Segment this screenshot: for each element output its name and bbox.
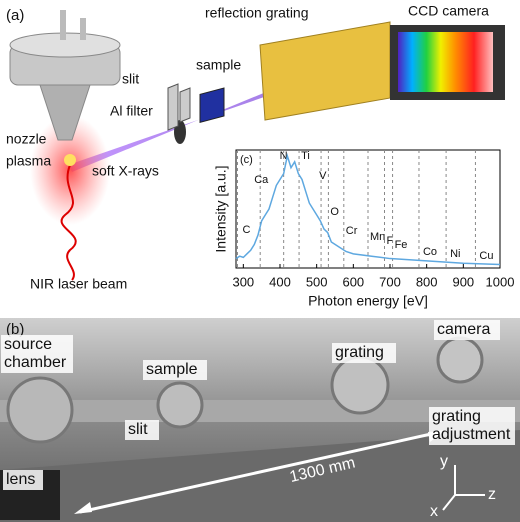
photo-label: sample (146, 361, 198, 378)
label: CCD camera (408, 3, 489, 19)
table (0, 430, 520, 522)
x-tick-label: 800 (416, 274, 438, 289)
spectrum-chart: (c) Photon energy [eV] Intensity [a.u.] … (213, 149, 515, 309)
grating-chamber (330, 355, 390, 415)
source-chamber (6, 376, 74, 444)
element-label: N (280, 150, 288, 162)
pipe (60, 10, 66, 40)
label-box (3, 470, 43, 490)
panel-label: (b) (6, 321, 24, 338)
slit-plate (167, 83, 179, 131)
y-axis-label: Intensity [a.u.] (213, 165, 229, 252)
photo-label: source (4, 336, 52, 353)
element-label: Ca (254, 174, 269, 186)
label: reflection grating (205, 5, 309, 21)
length-arrow (79, 430, 441, 514)
label: NIR laser beam (30, 276, 127, 292)
label-box (125, 420, 159, 440)
photo-label: camera (437, 321, 490, 338)
element-label: Mn (370, 231, 385, 243)
element-label: O (330, 206, 339, 218)
x-tick-label: 900 (452, 274, 474, 289)
x-axis-label: Photon energy [eV] (308, 293, 428, 309)
element-label: Cr (346, 225, 358, 237)
label: slit (122, 71, 139, 87)
camera (436, 336, 484, 384)
x-tick-label: 700 (379, 274, 401, 289)
label: nozzle (6, 131, 47, 147)
spectrum-line (235, 152, 501, 266)
element-label: C (242, 224, 250, 236)
grating (259, 21, 391, 121)
axis-label: x (430, 503, 438, 520)
element-label: Ti (301, 150, 310, 162)
label-box (143, 360, 207, 380)
sample-chamber (156, 381, 204, 429)
label-box (1, 335, 73, 373)
ccd-image (398, 32, 493, 92)
arrowhead (74, 502, 92, 514)
photo-label: adjustment (432, 426, 511, 443)
photo-label: lens (6, 471, 35, 488)
label: plasma (6, 153, 51, 169)
x-tick-label: 300 (232, 274, 254, 289)
photo-label: chamber (4, 354, 67, 371)
photo-label: slit (128, 421, 148, 438)
element-label: V (319, 170, 327, 182)
label-box (332, 343, 396, 363)
x-tick-label: 500 (306, 274, 328, 289)
label: Al filter (110, 103, 153, 119)
sample-holder (199, 87, 225, 124)
label-box (429, 407, 515, 445)
beam-pipe (0, 400, 520, 422)
element-label: F (387, 235, 394, 247)
x-tick-label: 400 (269, 274, 291, 289)
x-tick-label: 600 (342, 274, 364, 289)
photo-label: grating (335, 344, 384, 361)
element-label: Ni (450, 248, 460, 260)
nozzle-body (39, 84, 91, 141)
axis-arrow (442, 494, 456, 511)
photo-label: grating (432, 408, 481, 425)
plasma-spot (64, 154, 76, 166)
laser-beam (30, 115, 110, 225)
label: sample (196, 57, 241, 73)
axis-label: y (440, 453, 448, 470)
slit-plate (179, 87, 191, 123)
panel-label: (a) (6, 7, 24, 24)
x-tick-label: 1000 (486, 274, 515, 289)
element-label: Cu (479, 250, 493, 262)
pipe (80, 18, 86, 40)
laser-pulse (60, 164, 77, 281)
label: soft X-rays (92, 163, 159, 179)
axis-label: z (488, 486, 496, 503)
element-label: Co (423, 246, 437, 258)
panel-label: (c) (240, 154, 253, 166)
element-label: Fe (395, 239, 408, 251)
label-box (434, 320, 500, 340)
schematic: (a) reflection grating CCD camera sample… (6, 3, 505, 292)
